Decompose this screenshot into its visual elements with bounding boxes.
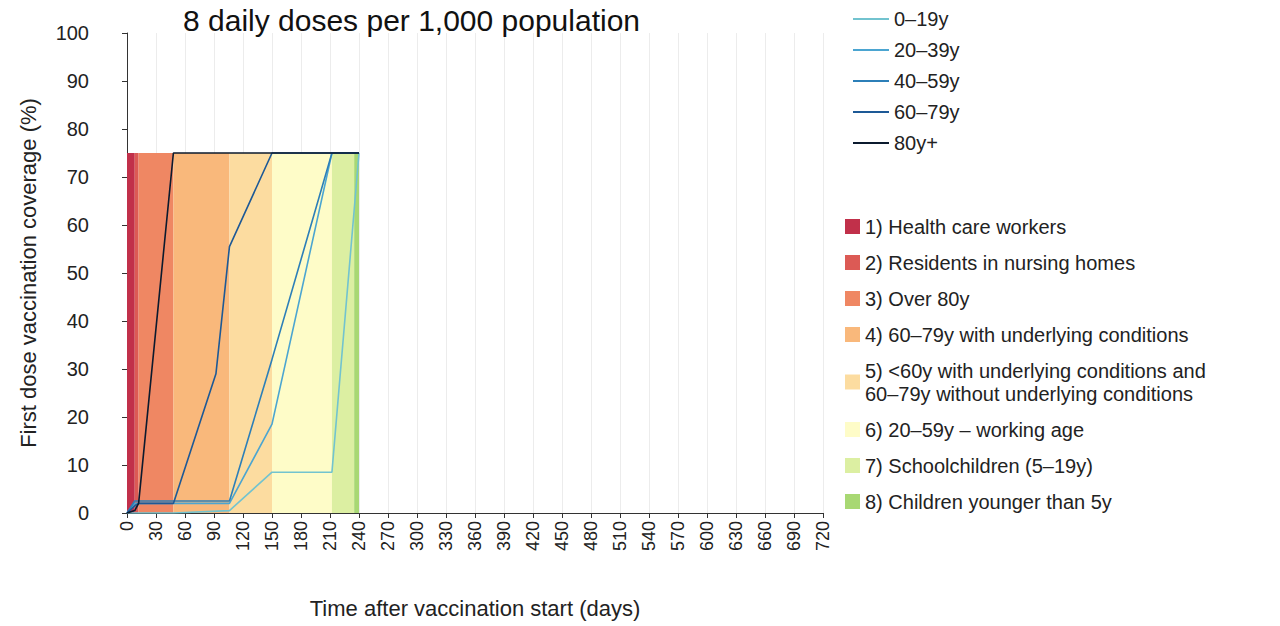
svg-text:150: 150 (262, 521, 282, 551)
svg-text:120: 120 (233, 521, 253, 551)
svg-text:420: 420 (523, 521, 543, 551)
svg-text:390: 390 (494, 521, 514, 551)
svg-text:30: 30 (67, 358, 89, 380)
svg-text:690: 690 (784, 521, 804, 551)
svg-text:0: 0 (78, 502, 89, 524)
svg-text:480: 480 (581, 521, 601, 551)
svg-text:8 daily doses per 1,000 popula: 8 daily doses per 1,000 population (183, 4, 640, 37)
svg-text:80: 80 (67, 118, 89, 140)
svg-text:70: 70 (67, 166, 89, 188)
svg-text:90: 90 (204, 521, 224, 541)
svg-text:510: 510 (610, 521, 630, 551)
svg-text:210: 210 (320, 521, 340, 551)
svg-text:720: 720 (813, 521, 833, 551)
svg-text:8) Children younger than 5y: 8) Children younger than 5y (865, 491, 1112, 513)
svg-text:360: 360 (465, 521, 485, 551)
svg-text:300: 300 (407, 521, 427, 551)
svg-text:7) Schoolchildren (5–19y): 7) Schoolchildren (5–19y) (865, 455, 1093, 477)
svg-text:1) Health care workers: 1) Health care workers (865, 216, 1066, 238)
svg-text:40–59y: 40–59y (894, 70, 960, 92)
svg-text:2) Residents in nursing homes: 2) Residents in nursing homes (865, 252, 1135, 274)
svg-text:4) 60–79y with underlying cond: 4) 60–79y with underlying conditions (865, 324, 1189, 346)
svg-text:660: 660 (755, 521, 775, 551)
svg-text:40: 40 (67, 310, 89, 332)
svg-text:570: 570 (668, 521, 688, 551)
svg-text:180: 180 (291, 521, 311, 551)
svg-text:60–79y without underlying cond: 60–79y without underlying conditions (865, 383, 1193, 405)
svg-text:600: 600 (697, 521, 717, 551)
svg-text:60–79y: 60–79y (894, 101, 960, 123)
svg-text:80y+: 80y+ (894, 132, 938, 154)
svg-text:50: 50 (67, 262, 89, 284)
svg-text:20: 20 (67, 406, 89, 428)
svg-text:0: 0 (117, 521, 137, 531)
svg-text:6) 20–59y – working age: 6) 20–59y – working age (865, 419, 1084, 441)
svg-text:0–19y: 0–19y (894, 8, 949, 30)
svg-text:100: 100 (56, 22, 89, 44)
svg-text:3) Over 80y: 3) Over 80y (865, 288, 969, 310)
svg-text:First dose vaccination coverag: First dose vaccination coverage (%) (16, 98, 41, 448)
svg-text:90: 90 (67, 70, 89, 92)
svg-text:30: 30 (146, 521, 166, 541)
svg-text:330: 330 (436, 521, 456, 551)
svg-text:Time after vaccination start (: Time after vaccination start (days) (310, 596, 641, 621)
svg-text:450: 450 (552, 521, 572, 551)
svg-text:630: 630 (726, 521, 746, 551)
svg-text:20–39y: 20–39y (894, 39, 960, 61)
svg-text:60: 60 (67, 214, 89, 236)
svg-text:240: 240 (349, 521, 369, 551)
svg-text:540: 540 (639, 521, 659, 551)
svg-text:60: 60 (175, 521, 195, 541)
svg-text:270: 270 (378, 521, 398, 551)
svg-text:5) <60y with underlying condit: 5) <60y with underlying conditions and (865, 360, 1206, 382)
svg-text:10: 10 (67, 454, 89, 476)
